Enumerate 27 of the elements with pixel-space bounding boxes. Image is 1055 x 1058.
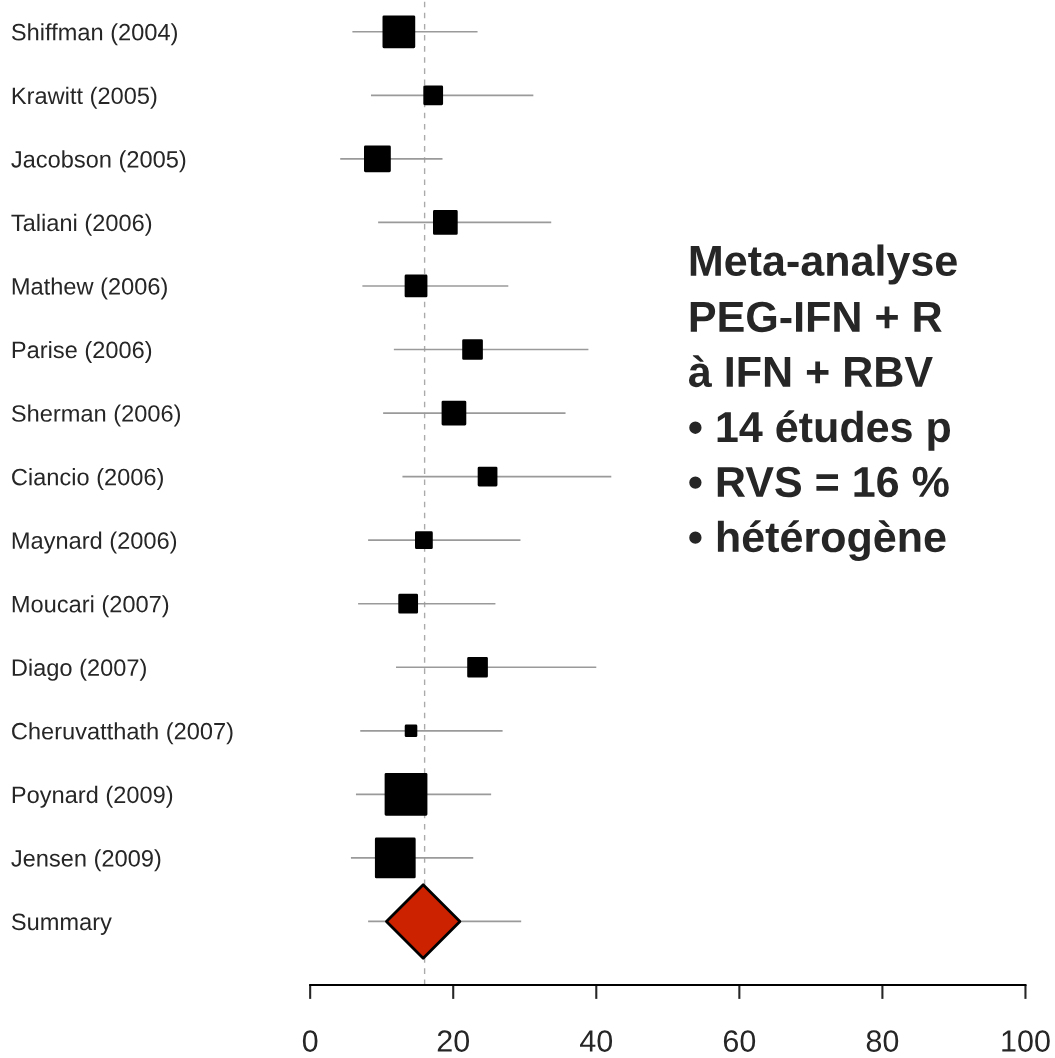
y-tick-label: Cheruvatthath (2007) xyxy=(12,722,233,745)
y-tick-label: Moucari (2007) xyxy=(12,595,169,618)
y-tick-label: Jacobson (2005) xyxy=(11,150,186,173)
y-tick-label: Ciancio (2006) xyxy=(12,468,163,491)
x-tick-label: 100 xyxy=(1002,1030,1050,1052)
x-tick-label: 20 xyxy=(437,1030,470,1052)
y-tick-label: Shiffman (2004) xyxy=(11,23,177,46)
x-tick-label: 0 xyxy=(302,1030,318,1052)
y-tick-label: Sherman (2006) xyxy=(11,404,181,427)
y-tick-label: Krawitt (2005) xyxy=(12,86,157,109)
annotation: • 14 études p xyxy=(689,410,951,451)
x-tick-label: 60 xyxy=(723,1030,756,1052)
annotation: • RVS = 16 % xyxy=(689,466,949,498)
y-tick-label: Mathew (2006) xyxy=(12,277,167,300)
y-tick-label: Parise (2006) xyxy=(12,340,152,363)
y-tick-label: Diago (2007) xyxy=(12,658,146,681)
annotation: • hétérogène xyxy=(689,520,946,561)
annotation: PEG-IFN + R xyxy=(690,301,942,333)
y-tick-label: Jensen (2009) xyxy=(11,849,161,872)
annotation: Meta-analyse xyxy=(690,244,957,285)
x-tick-label: 40 xyxy=(580,1030,613,1052)
annotation: à IFN + RBV xyxy=(688,355,933,388)
y-tick-label: Maynard (2006) xyxy=(12,531,177,554)
x-tick-label: 80 xyxy=(866,1030,899,1052)
y-tick-label: Poynard (2009) xyxy=(12,785,173,808)
y-tick-label: Taliani (2006) xyxy=(11,213,152,236)
y-tick-label: Summary xyxy=(11,913,112,935)
